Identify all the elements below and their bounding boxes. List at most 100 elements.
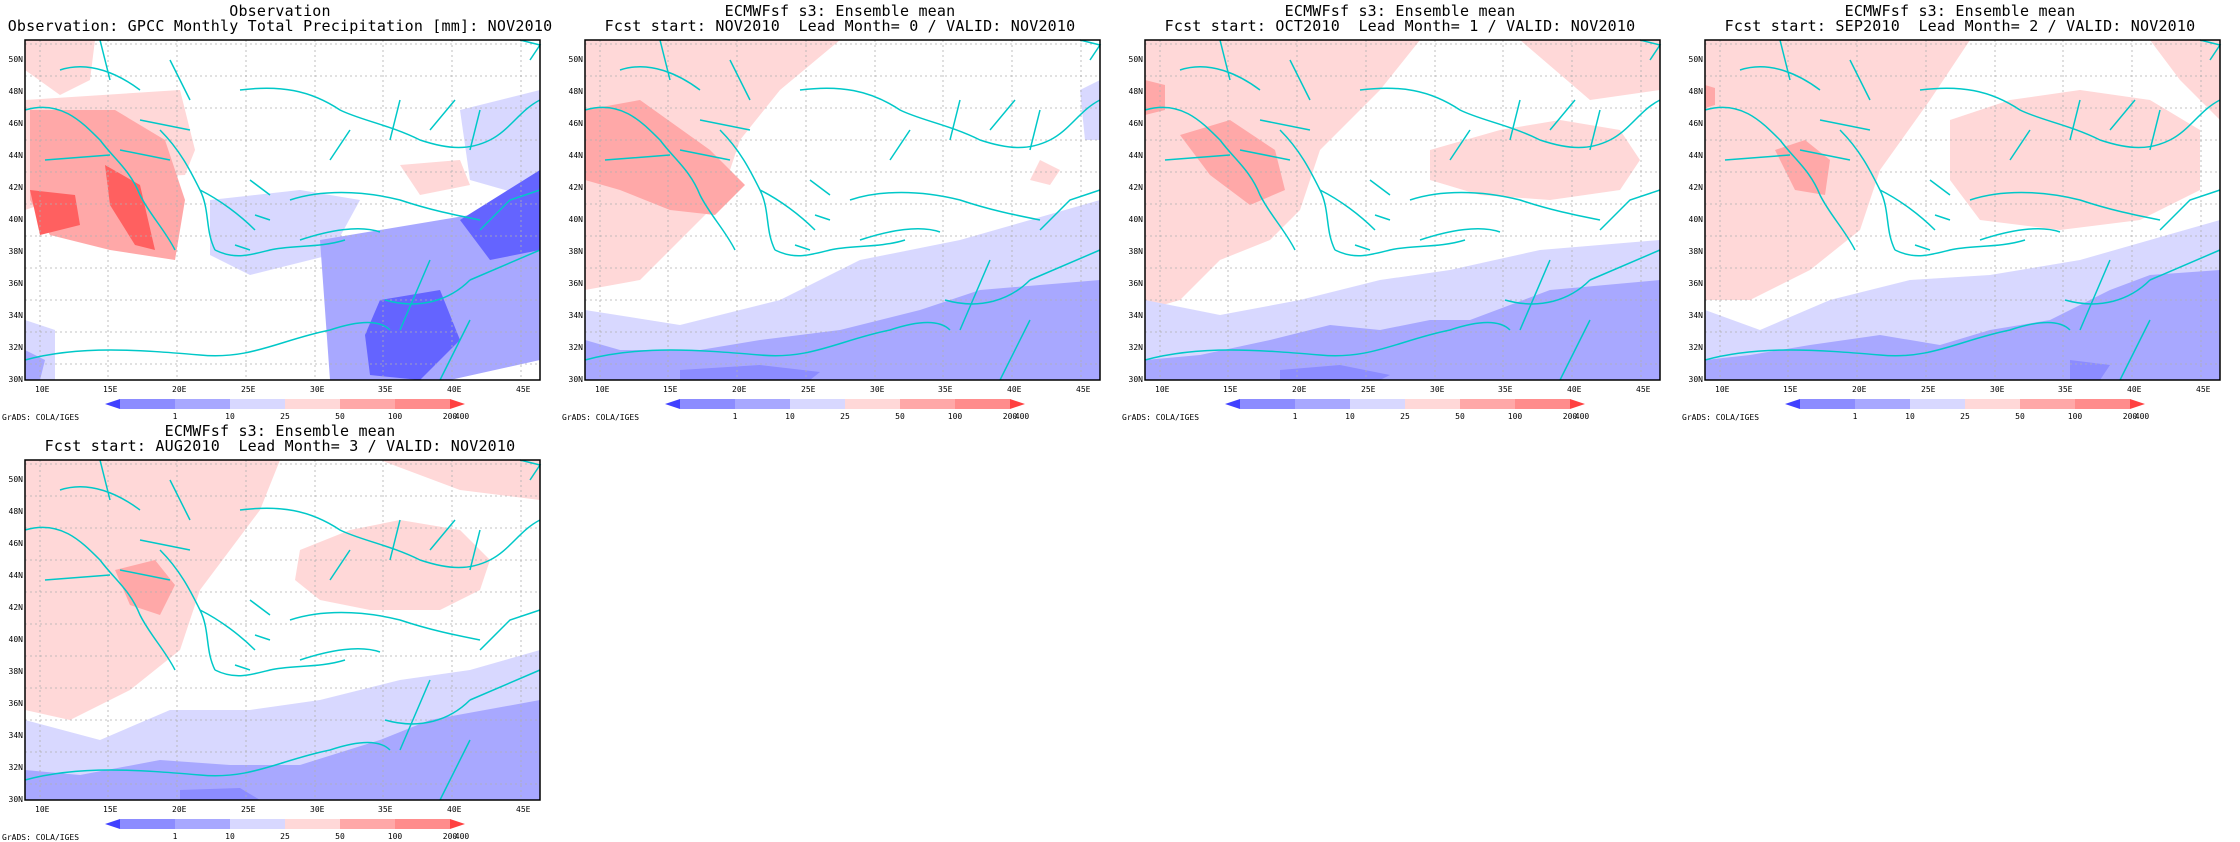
lat-tick: 30N [1129, 375, 1144, 384]
field-neg-3 [1280, 365, 1390, 380]
lat-tick: 34N [9, 311, 24, 320]
lat-tick: 30N [9, 375, 24, 384]
field-neg-1 [1080, 80, 1100, 140]
lat-tick-labels: 30N 32N 34N 36N 38N 40N 42N 44N 46N 48N … [569, 55, 584, 384]
lon-tick-labels: 10E 15E 20E 25E 30E 35E 40E 45E [1715, 385, 2211, 394]
coastlines-borders [1144, 39, 1662, 381]
lat-tick: 48N [1129, 87, 1144, 96]
lat-tick: 48N [9, 507, 24, 516]
lon-tick: 40E [2127, 385, 2142, 394]
field-neg-2 [25, 700, 540, 800]
panel-title-line2: Fcst start: OCT2010 Lead Month= 1 / VALI… [1164, 17, 1636, 35]
lon-tick: 45E [2196, 385, 2211, 394]
lat-tick: 36N [569, 279, 584, 288]
lat-tick: 42N [1689, 183, 1704, 192]
field-pos-1 [380, 460, 540, 500]
colorbar-label: 50 [2015, 412, 2025, 420]
lat-tick: 40N [9, 635, 24, 644]
lat-tick: 32N [1689, 343, 1704, 352]
lat-tick: 38N [1689, 247, 1704, 256]
lon-tick: 15E [1783, 385, 1798, 394]
lon-tick: 30E [1990, 385, 2005, 394]
lon-tick: 20E [172, 385, 187, 394]
lat-tick: 36N [9, 279, 24, 288]
colorbar-label: 100 [388, 832, 403, 840]
grads-footer: GrADS: COLA/IGES [2, 833, 80, 842]
grads-footer: GrADS: COLA/IGES [2, 413, 80, 422]
lat-tick: 44N [9, 151, 24, 160]
coastlines-borders [584, 39, 1102, 381]
precip-field [585, 40, 1100, 380]
field-neg-3 [460, 170, 540, 260]
colorbar-label: 400 [455, 412, 470, 420]
lon-tick: 10E [1155, 385, 1170, 394]
field-pos-1 [1950, 90, 2200, 230]
lon-tick-labels: 10E 15E 20E 25E 30E 35E 40E 45E [35, 805, 531, 814]
lat-tick: 44N [9, 571, 24, 580]
panel-lead3: ECMWFsf s3: Ensemble mean Fcst start: AU… [0, 420, 560, 842]
lat-tick: 36N [1689, 279, 1704, 288]
colorbar-label: 25 [280, 832, 290, 840]
panel-lead0: ECMWFsf s3: Ensemble mean Fcst start: NO… [560, 0, 1120, 422]
lon-tick: 25E [801, 385, 816, 394]
lon-tick: 45E [1636, 385, 1651, 394]
map-frame [584, 39, 1101, 381]
map-frame [1704, 39, 2221, 381]
map-frame [1144, 39, 1661, 381]
lon-tick: 30E [310, 385, 325, 394]
field-pos-1 [2150, 40, 2220, 120]
lat-tick-labels: 30N 32N 34N 36N 38N 40N 42N 44N 46N 48N … [1689, 55, 1704, 384]
lon-tick: 35E [378, 385, 393, 394]
field-neg-3 [180, 788, 260, 800]
field-pos-1 [1145, 40, 1420, 310]
colorbar-label: 50 [335, 412, 345, 420]
colorbar: 1 10 25 50 100 200 400 [1225, 399, 1589, 420]
field-neg-1 [460, 90, 540, 200]
lon-tick: 25E [1921, 385, 1936, 394]
colorbar-label: 50 [335, 832, 345, 840]
colorbar: 1 10 25 50 100 200 400 [105, 399, 469, 420]
lon-tick: 40E [447, 385, 462, 394]
panel-title-line2: Fcst start: AUG2010 Lead Month= 3 / VALI… [44, 437, 516, 455]
lon-tick: 45E [516, 385, 531, 394]
field-pos-1 [1430, 120, 1640, 200]
grid [25, 460, 540, 800]
panel-observation: Observation Observation: GPCC Monthly To… [0, 0, 560, 422]
colorbar-label: 50 [1455, 412, 1465, 420]
lon-tick: 30E [310, 805, 325, 814]
colorbar-label: 25 [840, 412, 850, 420]
lon-tick: 10E [35, 385, 50, 394]
lon-tick: 40E [1007, 385, 1022, 394]
map-frame [24, 459, 541, 801]
field-neg-3 [2070, 360, 2110, 380]
colorbar-label: 400 [1575, 412, 1590, 420]
lat-tick: 40N [569, 215, 584, 224]
lat-tick: 44N [1689, 151, 1704, 160]
colorbar-label: 400 [1015, 412, 1030, 420]
lat-tick-labels: 30N 32N 34N 36N 38N 40N 42N 44N 46N 48N … [1129, 55, 1144, 384]
lon-tick: 40E [447, 805, 462, 814]
field-pos-1 [1520, 40, 1660, 100]
lon-tick: 40E [1567, 385, 1582, 394]
lat-tick: 36N [9, 699, 24, 708]
field-neg-2 [1705, 270, 2220, 380]
map-observation: 10E 15E 20E 25E 30E 35E 40E 45E 30N 32N … [9, 39, 542, 420]
lon-tick: 15E [663, 385, 678, 394]
panel-title-line1: ECMWFsf s3: Ensemble mean [724, 2, 956, 20]
colorbar-label: 200 [1563, 412, 1578, 420]
lat-tick: 32N [9, 763, 24, 772]
lat-tick: 30N [9, 795, 24, 804]
grid [1705, 40, 2220, 380]
colorbar-label: 1 [1293, 412, 1298, 420]
lat-tick: 50N [1689, 55, 1704, 64]
panel-title-line2: Observation: GPCC Monthly Total Precipit… [7, 17, 553, 35]
grid [585, 40, 1100, 380]
lon-tick: 20E [1852, 385, 1867, 394]
lat-tick: 48N [569, 87, 584, 96]
coastlines-borders [1704, 39, 2222, 381]
field-pos-3 [30, 190, 80, 235]
field-pos-1 [1705, 40, 1970, 300]
map-frame [24, 39, 541, 381]
panel-lead2: ECMWFsf s3: Ensemble mean Fcst start: SE… [1680, 0, 2240, 422]
colorbar-label: 100 [2068, 412, 2083, 420]
